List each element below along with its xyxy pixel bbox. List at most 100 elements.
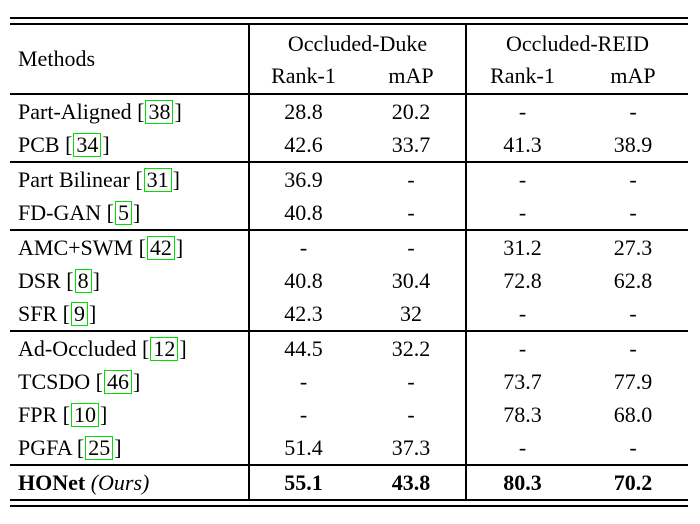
citation-ref[interactable]: 8 [74, 268, 92, 293]
methods-column-header: Methods [10, 25, 250, 94]
citation-ref[interactable]: 42 [146, 235, 175, 260]
reid-map-cell: - [629, 434, 637, 460]
cite-bracket-close: ] [174, 98, 182, 124]
duke-rank1-cell: 40.8 [284, 267, 323, 293]
duke-rank1-cell: 40.8 [284, 199, 323, 225]
method-cell: PCB [34] [10, 128, 250, 162]
bottom-double-rule [10, 499, 688, 507]
reid-rank1-cell: - [518, 98, 527, 124]
citation-ref[interactable]: 9 [70, 301, 88, 326]
citation-ref[interactable]: 46 [103, 369, 132, 394]
method-name: TCSDO [18, 368, 91, 394]
occluded-duke-header: Occluded-Duke [249, 25, 467, 62]
duke-rank1-header: Rank-1 [271, 63, 336, 88]
cite-bracket-open: [ [106, 199, 114, 225]
citation-ref[interactable]: 31 [143, 167, 172, 192]
results-table: Methods Occluded-Duke Occluded-REID Rank… [10, 25, 689, 499]
method-cell: HONet (Ours) [10, 464, 250, 499]
cite-bracket-open: [ [142, 335, 150, 361]
citation-ref[interactable]: 25 [85, 435, 114, 460]
cite-bracket-open: [ [66, 267, 74, 293]
cite-bracket-close: ] [172, 166, 180, 192]
cite-bracket-close: ] [88, 300, 97, 326]
duke-map-cell: - [357, 196, 467, 230]
method-cell: DSR [8] [10, 264, 250, 297]
reid-rank1-cell: 72.8 [503, 267, 542, 293]
duke-rank1-cell: 44.5 [249, 330, 357, 365]
duke-rank1-cell: 55.1 [249, 464, 357, 499]
method-cell: PGFA [25] [10, 431, 250, 465]
table-row: DSR [8] 40.8 30.4 72.8 62.8 [10, 264, 688, 297]
reid-map-cell: - [578, 330, 689, 365]
cite-bracket-open: [ [95, 368, 103, 394]
reid-map-cell: - [629, 300, 637, 326]
table-row: AMC+SWM [42] - - 31.2 27.3 [10, 229, 689, 264]
method-cell: TCSDO [46] [10, 365, 250, 398]
reid-map-cell: 38.9 [613, 131, 653, 157]
reid-map-cell: - [629, 98, 637, 124]
ours-label: (Ours) [90, 469, 150, 495]
method-cell: FPR [10] [10, 398, 250, 431]
duke-map-cell: - [357, 398, 467, 431]
duke-map-cell: - [357, 229, 467, 264]
table-row: Part Bilinear [31] 36.9 - - - [10, 161, 689, 196]
duke-rank1-cell: - [299, 368, 308, 394]
table-row: Ad-Occluded [12] 44.5 32.2 - - [10, 330, 689, 365]
citation-ref[interactable]: 34 [73, 132, 102, 157]
duke-rank1-cell: - [299, 401, 308, 427]
duke-map-cell: - [357, 365, 467, 398]
citation-ref[interactable]: 10 [70, 402, 99, 427]
method-name: FD-GAN [18, 199, 102, 225]
citation-ref[interactable]: 38 [145, 99, 174, 124]
cite-bracket-open: [ [62, 300, 70, 326]
duke-rank1-cell: 51.4 [284, 434, 323, 460]
reid-rank1-cell: 31.2 [466, 229, 578, 264]
cite-bracket-close: ] [102, 131, 110, 157]
cite-bracket-close: ] [92, 267, 100, 293]
cite-bracket-open: [ [76, 434, 85, 460]
cite-bracket-open: [ [137, 98, 145, 124]
citation-ref[interactable]: 12 [150, 336, 179, 361]
table-row-ours: HONet (Ours) 55.1 43.8 80.3 70.2 [10, 464, 689, 499]
duke-rank1-cell: 36.9 [249, 161, 357, 196]
reid-rank1-cell: - [466, 330, 578, 365]
method-cell: Ad-Occluded [12] [10, 330, 250, 365]
duke-map-cell: 30.4 [357, 264, 467, 297]
duke-map-cell: 37.3 [357, 431, 467, 465]
cite-bracket-close: ] [132, 368, 141, 394]
duke-rank1-cell: 42.3 [284, 300, 323, 326]
table-row: PGFA [25] 51.4 37.3 - - [10, 431, 688, 465]
duke-map-cell: - [357, 161, 467, 196]
method-name: Ad-Occluded [18, 335, 137, 361]
reid-map-cell: - [578, 161, 689, 196]
method-cell: AMC+SWM [42] [10, 229, 250, 264]
duke-rank1-cell: 28.8 [284, 98, 323, 124]
cite-bracket-close: ] [114, 434, 122, 460]
table-row: TCSDO [46] - - 73.7 77.9 [10, 365, 688, 398]
reid-rank1-header: Rank-1 [490, 63, 555, 88]
cite-bracket-close: ] [132, 199, 141, 225]
citation-ref[interactable]: 5 [114, 200, 132, 225]
reid-rank1-cell: - [466, 161, 578, 196]
table-body: Part-Aligned [38] 28.8 20.2 - - PCB [34]… [10, 94, 689, 499]
cite-bracket-open: [ [135, 166, 143, 192]
reid-rank1-cell: 73.7 [503, 368, 542, 394]
reid-map-cell: 62.8 [613, 267, 653, 293]
reid-rank1-cell: 80.3 [466, 464, 578, 499]
results-table-wrapper: Methods Occluded-Duke Occluded-REID Rank… [10, 17, 689, 507]
duke-map-cell: 32 [357, 297, 467, 331]
method-cell: Part Bilinear [31] [10, 161, 250, 196]
cite-bracket-close: ] [175, 234, 184, 260]
duke-map-cell: 20.2 [357, 94, 467, 128]
table-row: Part-Aligned [38] 28.8 20.2 - - [10, 94, 688, 128]
table-row: FPR [10] - - 78.3 68.0 [10, 398, 688, 431]
top-double-rule [10, 17, 688, 25]
duke-map-header: mAP [357, 62, 467, 94]
cite-bracket-close: ] [99, 401, 108, 427]
method-cell: SFR [9] [10, 297, 250, 331]
table-row: SFR [9] 42.3 32 - - [10, 297, 688, 331]
duke-rank1-cell: - [249, 229, 357, 264]
table-row: FD-GAN [5] 40.8 - - - [10, 196, 688, 230]
method-name: PGFA [18, 434, 72, 460]
